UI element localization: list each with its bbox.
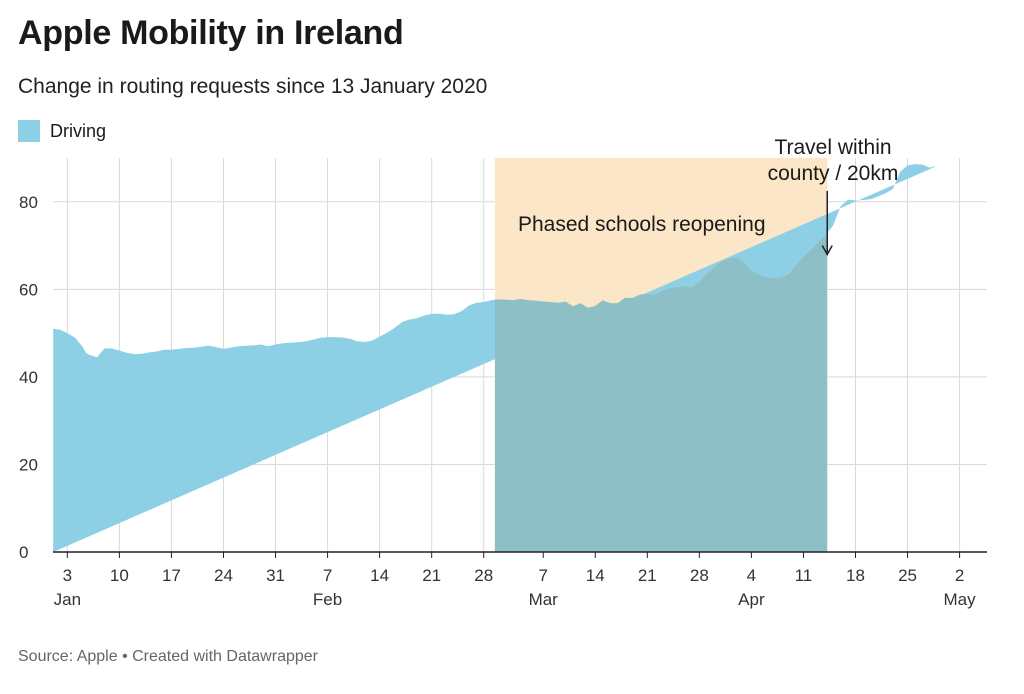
annotation-line-1: Travel within — [774, 136, 891, 159]
x-month-label-jan: Jan — [54, 590, 81, 609]
band-label: Phased schools reopening — [518, 213, 766, 236]
source-note: Source: Apple • Created with Datawrapper — [18, 648, 318, 665]
x-tick-label-16: 25 — [898, 566, 917, 585]
y-tick-label-0: 0 — [19, 543, 28, 562]
x-tick-label-10: 14 — [586, 566, 605, 585]
x-tick-label-9: 7 — [538, 566, 547, 585]
x-tick-label-5: 7 — [323, 566, 332, 585]
annotation-arrow-head — [821, 245, 833, 257]
legend-label-driving: Driving — [50, 120, 107, 141]
x-tick-label-1: 10 — [110, 566, 129, 585]
x-month-label-mar: Mar — [529, 590, 559, 609]
y-axis-ticks: 0 20 40 60 80 — [19, 193, 38, 562]
y-tick-label-80: 80 — [19, 193, 38, 212]
y-tick-label-60: 60 — [19, 280, 38, 299]
x-tick-label-0: 3 — [63, 566, 72, 585]
x-month-label-feb: Feb — [313, 590, 342, 609]
x-tick-label-17: 2 — [955, 566, 964, 585]
legend-swatch-driving — [18, 120, 40, 142]
x-axis-ticks: 3 Jan 10 17 24 31 7 Feb 14 21 28 7 Mar 14 21 28 4 Apr 11 18… — [54, 552, 977, 609]
x-tick-label-12: 28 — [690, 566, 709, 585]
x-tick-label-2: 17 — [162, 566, 181, 585]
x-tick-label-3: 24 — [214, 566, 233, 585]
legend: Driving — [18, 120, 106, 142]
x-tick-label-8: 28 — [474, 566, 493, 585]
y-tick-label-20: 20 — [19, 455, 38, 474]
driving-area-overlap — [494, 232, 828, 553]
x-tick-label-13: 4 — [747, 566, 756, 585]
x-tick-label-6: 14 — [370, 566, 389, 585]
chart-subtitle: Change in routing requests since 13 Janu… — [18, 75, 488, 98]
y-tick-label-40: 40 — [19, 368, 38, 387]
chart-title: Apple Mobility in Ireland — [18, 14, 404, 52]
x-tick-label-4: 31 — [266, 566, 285, 585]
x-tick-label-7: 21 — [422, 566, 441, 585]
x-month-label-may: May — [944, 590, 977, 609]
x-tick-label-11: 21 — [638, 566, 657, 585]
annotation-line-2: county / 20km — [768, 162, 899, 185]
x-tick-label-14: 11 — [795, 566, 813, 585]
x-tick-label-15: 18 — [846, 566, 865, 585]
x-month-label-apr: Apr — [738, 590, 765, 609]
